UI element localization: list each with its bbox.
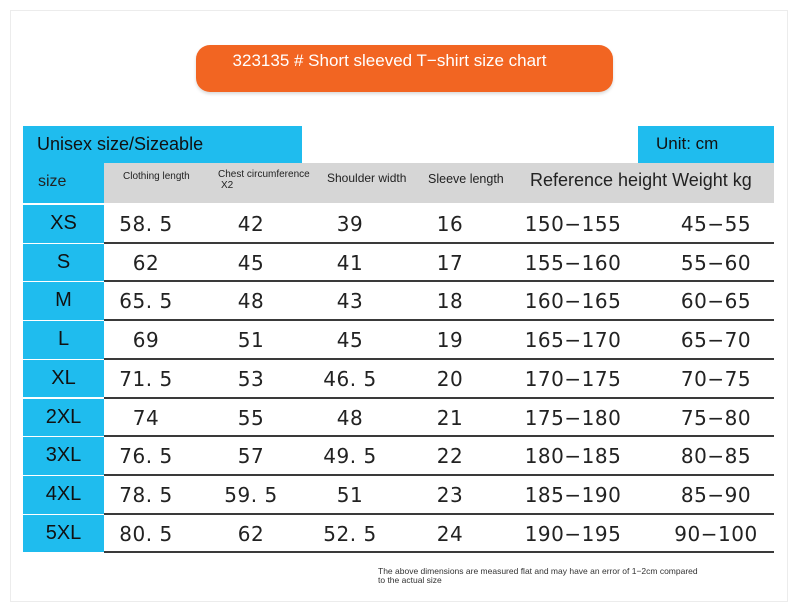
header-chest-circumference: Chest circumference (218, 169, 310, 180)
cell-sleeve: 19 (436, 328, 464, 353)
cell-weight: 70−75 (680, 366, 752, 391)
cell-chest: 51 (237, 328, 265, 353)
cell-shoulder: 39 (336, 212, 364, 236)
cell-chest: 53 (237, 366, 265, 391)
cell-shoulder: 52. 5 (323, 521, 377, 546)
cell-chest: 42 (237, 212, 265, 236)
cell-sleeve: 23 (436, 482, 464, 507)
cell-weight: 85−90 (680, 482, 752, 507)
cell-clothing-length: 78. 5 (119, 482, 173, 507)
cell-clothing-length: 80. 5 (119, 521, 173, 546)
size-cell: 4XL (23, 475, 104, 514)
table-label-box: Unisex size/Sizeable (23, 126, 302, 163)
size-cell: L (23, 321, 104, 359)
cell-sleeve: 24 (436, 521, 464, 546)
size-cell: 2XL (23, 398, 104, 437)
cell-sleeve: 16 (436, 212, 464, 236)
cell-sleeve: 20 (436, 366, 464, 391)
note-line-1: The above dimensions are measured flat a… (378, 566, 698, 576)
header-size: size (23, 163, 104, 203)
table-header: size Clothing length Chest circumference… (23, 163, 774, 203)
cell-shoulder: 45 (336, 328, 364, 353)
cell-height: 160−165 (524, 289, 622, 314)
header-clothing-length: Clothing length (123, 171, 190, 182)
row-divider (104, 551, 774, 554)
header-sleeve-length: Sleeve length (428, 172, 504, 186)
cell-clothing-length: 65. 5 (119, 289, 173, 314)
cell-sleeve: 22 (436, 444, 464, 469)
cell-weight: 55−60 (680, 250, 752, 275)
cell-clothing-length: 74 (132, 405, 160, 430)
cell-shoulder: 41 (336, 250, 364, 275)
cell-chest: 59. 5 (224, 482, 278, 507)
cell-weight: 90−100 (674, 521, 758, 546)
cell-chest: 48 (237, 289, 265, 314)
cell-shoulder: 46. 5 (323, 366, 377, 391)
cell-height: 170−175 (524, 366, 622, 391)
header-shoulder-width: Shoulder width (327, 171, 407, 185)
cell-chest: 62 (237, 521, 265, 546)
cell-weight: 65−70 (680, 328, 752, 353)
page-frame (10, 10, 788, 602)
row-divider (104, 357, 774, 360)
row-divider (104, 396, 774, 399)
size-cell: 3XL (23, 437, 104, 475)
row-divider (104, 280, 774, 283)
cell-height: 175−180 (524, 405, 622, 430)
cell-sleeve: 21 (436, 405, 464, 430)
measurement-note: The above dimensions are measured flat a… (378, 567, 790, 585)
row-divider (104, 435, 774, 438)
cell-height: 185−190 (524, 482, 622, 507)
cell-sleeve: 17 (436, 250, 464, 275)
cell-height: 150−155 (524, 212, 622, 236)
cell-chest: 45 (237, 250, 265, 275)
cell-height: 190−195 (524, 521, 622, 546)
cell-weight: 60−65 (680, 289, 752, 314)
cell-shoulder: 49. 5 (323, 444, 377, 469)
cell-clothing-length: 71. 5 (119, 366, 173, 391)
header-reference: Reference height Weight kg (530, 170, 752, 190)
cell-shoulder: 51 (336, 482, 364, 507)
size-cell: XL (23, 359, 104, 398)
header-chest-x2: X2 (221, 180, 234, 191)
size-cell: S (23, 243, 104, 282)
cell-clothing-length: 62 (132, 250, 160, 275)
row-divider (104, 319, 774, 322)
cell-weight: 75−80 (680, 405, 752, 430)
cell-clothing-length: 76. 5 (119, 444, 173, 469)
cell-height: 180−185 (524, 444, 622, 469)
cell-weight: 80−85 (680, 444, 752, 469)
unit-box: Unit: cm (638, 126, 774, 163)
size-cell: 5XL (23, 514, 104, 553)
size-cell: XS (23, 205, 104, 243)
cell-weight: 45−55 (680, 212, 752, 236)
cell-shoulder: 48 (336, 405, 364, 430)
row-divider (104, 241, 774, 244)
cell-clothing-length: 69 (132, 328, 160, 353)
row-divider (104, 512, 774, 515)
table-label: Unisex size/Sizeable (37, 134, 204, 154)
cell-chest: 55 (237, 405, 265, 430)
cell-sleeve: 18 (436, 289, 464, 314)
cell-height: 155−160 (524, 250, 622, 275)
row-divider (104, 473, 774, 476)
cell-height: 165−170 (524, 328, 622, 353)
size-cell: M (23, 282, 104, 321)
note-line-2: to the actual size (378, 575, 442, 585)
cell-chest: 57 (237, 444, 265, 469)
cell-shoulder: 43 (336, 289, 364, 314)
chart-title: 323135 # Short sleeved T−shirt size char… (196, 45, 613, 92)
unit-label: Unit: cm (656, 134, 719, 153)
cell-clothing-length: 58. 5 (119, 212, 173, 236)
